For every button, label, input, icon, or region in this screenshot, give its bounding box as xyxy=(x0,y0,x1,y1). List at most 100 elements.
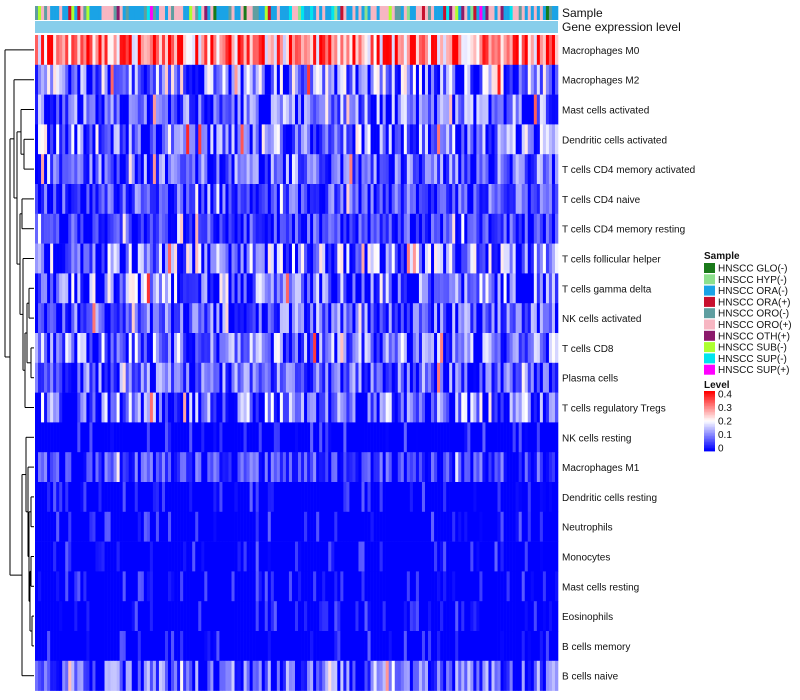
heatmap-cell xyxy=(379,541,383,572)
heatmap-cell xyxy=(228,243,232,274)
heatmap-cell xyxy=(301,94,305,125)
heatmap-cell xyxy=(376,243,380,274)
heatmap-cell xyxy=(310,541,314,572)
heatmap-cell xyxy=(71,35,75,66)
heatmap-cell xyxy=(161,333,166,364)
heatmap-cell xyxy=(310,571,314,602)
heatmap-cell xyxy=(361,154,365,185)
heatmap-cell xyxy=(328,124,332,155)
heatmap-cell xyxy=(177,631,181,662)
heatmap-cell xyxy=(291,452,296,483)
heatmap-cell xyxy=(449,184,453,215)
heatmap-cell xyxy=(524,303,529,334)
heatmap-cell xyxy=(189,482,193,513)
heatmap-cell xyxy=(545,482,550,513)
heatmap-cell xyxy=(452,184,456,215)
heatmap-cell xyxy=(92,213,96,244)
sample-cell xyxy=(171,6,175,20)
heatmap-cell xyxy=(264,482,269,513)
heatmap-cell xyxy=(455,94,459,125)
heatmap-cell xyxy=(110,273,114,304)
heatmap-cell xyxy=(50,94,54,125)
heatmap-cell xyxy=(352,452,356,483)
heatmap-cell xyxy=(249,333,253,364)
heatmap-cell xyxy=(361,422,365,453)
sample-cell xyxy=(158,6,163,20)
heatmap-cell xyxy=(74,64,78,95)
heatmap-cell xyxy=(536,482,541,513)
heatmap-cell xyxy=(421,452,426,483)
heatmap-cell xyxy=(180,660,184,691)
heatmap-cell xyxy=(400,392,405,423)
heatmap-cell xyxy=(240,35,244,66)
heatmap-cell xyxy=(225,124,229,155)
heatmap-cell xyxy=(35,362,39,393)
heatmap-cell xyxy=(38,35,42,66)
heatmap-cell xyxy=(270,511,275,542)
heatmap-cell xyxy=(113,94,117,125)
heatmap-cell xyxy=(92,482,96,513)
heatmap-cell xyxy=(364,362,368,393)
sample-cell xyxy=(418,6,423,20)
heatmap-cell xyxy=(68,243,72,274)
heatmap-cell xyxy=(355,482,359,513)
heatmap-cell xyxy=(316,184,320,215)
heatmap-cell xyxy=(512,452,516,483)
heatmap-cell xyxy=(261,660,266,691)
heatmap-cell xyxy=(446,660,450,691)
heatmap-cell xyxy=(267,631,272,662)
heatmap-cell xyxy=(128,333,133,364)
heatmap-cell xyxy=(424,601,429,632)
heatmap-cell xyxy=(59,452,63,483)
heatmap-cell xyxy=(536,184,541,215)
heatmap-cell xyxy=(276,362,281,393)
heatmap-cell xyxy=(237,541,241,572)
heatmap-cell xyxy=(509,154,513,185)
heatmap-cell xyxy=(455,511,459,542)
heatmap-cell xyxy=(228,601,232,632)
heatmap-cell xyxy=(252,571,256,602)
heatmap-cell xyxy=(319,631,323,662)
heatmap-cell xyxy=(210,571,214,602)
heatmap-cell xyxy=(500,35,504,66)
heatmap-cell xyxy=(201,243,205,274)
heatmap-cell xyxy=(59,273,63,304)
heatmap-cell xyxy=(367,273,371,304)
heatmap-cell xyxy=(376,35,380,66)
heatmap-cell xyxy=(506,124,510,155)
heatmap-cell xyxy=(346,631,350,662)
heatmap-cell xyxy=(276,273,281,304)
sample-cell xyxy=(488,6,492,20)
heatmap-cell xyxy=(240,392,244,423)
heatmap-cell xyxy=(291,631,296,662)
heatmap-cell xyxy=(180,422,184,453)
heatmap-cell xyxy=(548,482,553,513)
heatmap-cell xyxy=(234,333,238,364)
heatmap-cell xyxy=(431,511,435,542)
heatmap-cell xyxy=(521,452,526,483)
heatmap-cell xyxy=(346,154,350,185)
heatmap-cell xyxy=(536,362,541,393)
heatmap-cell xyxy=(216,631,220,662)
sample-cell xyxy=(503,6,507,20)
heatmap-cell xyxy=(403,511,408,542)
heatmap-cell xyxy=(452,213,456,244)
heatmap-cell xyxy=(177,362,181,393)
heatmap-cell xyxy=(503,184,507,215)
heatmap-cell xyxy=(282,154,287,185)
heatmap-cell xyxy=(376,273,380,304)
heatmap-cell xyxy=(68,541,72,572)
heatmap-cell xyxy=(158,571,163,602)
heatmap-cell xyxy=(307,392,311,423)
heatmap-cell xyxy=(494,64,498,95)
heatmap-cell xyxy=(38,64,42,95)
heatmap-cell xyxy=(294,35,299,66)
heatmap-cell xyxy=(107,273,111,304)
heatmap-cell xyxy=(500,392,504,423)
heatmap-cell xyxy=(47,660,51,691)
heatmap-cell xyxy=(161,303,166,334)
heatmap-cell xyxy=(527,124,532,155)
heatmap-cell xyxy=(189,511,193,542)
heatmap-cell xyxy=(388,124,393,155)
heatmap-cell xyxy=(222,273,226,304)
